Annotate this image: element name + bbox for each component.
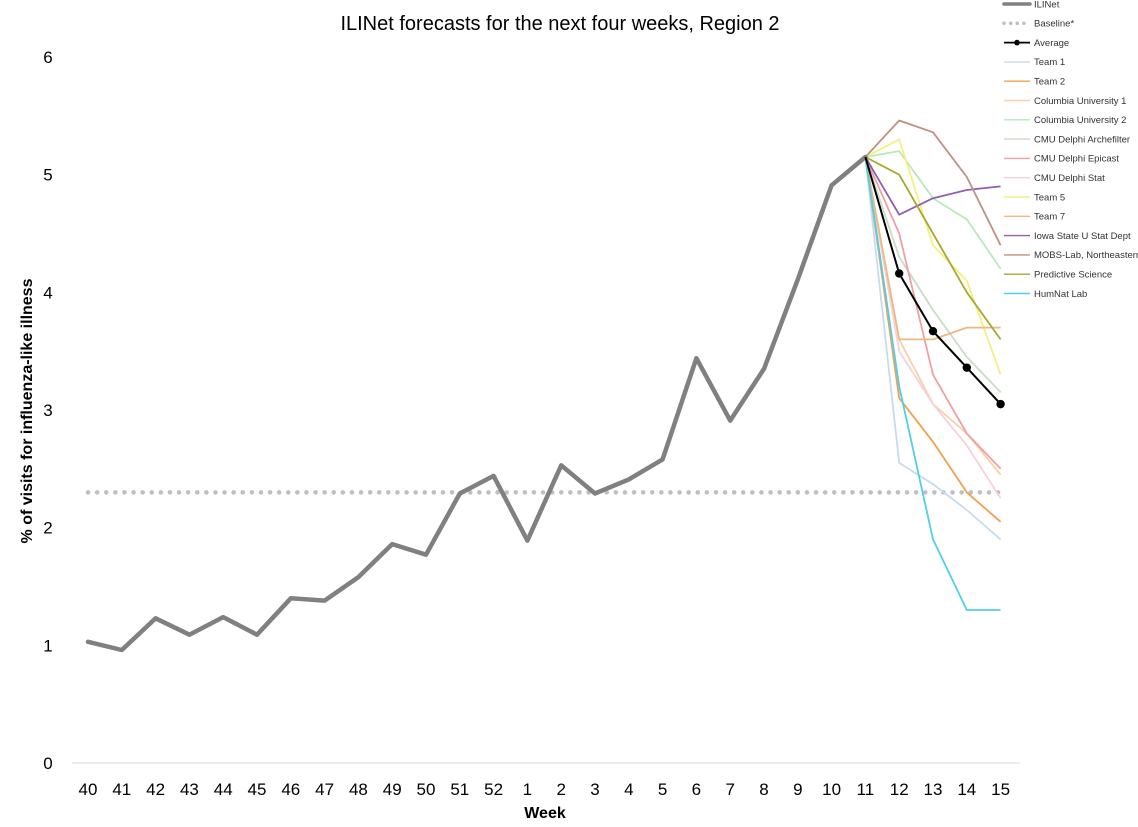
y-axis-label: % of visits for influenza-like illness xyxy=(19,278,36,543)
x-tick-label: 5 xyxy=(658,780,667,799)
legend-label-cmu-delphi-stat: CMU Delphi Stat xyxy=(1034,173,1105,184)
legend-marker-average xyxy=(1014,39,1020,46)
series-line-team-7 xyxy=(864,156,1001,341)
series-line-average xyxy=(864,156,1002,405)
legend-label-team-2: Team 2 xyxy=(1034,77,1065,88)
y-tick-label: 2 xyxy=(43,519,52,538)
x-tick-label: 49 xyxy=(383,780,402,799)
x-tick-label: 45 xyxy=(248,780,267,799)
data-point-average xyxy=(928,326,938,336)
x-tick-label: 43 xyxy=(180,780,199,799)
y-tick-label: 6 xyxy=(43,48,52,67)
series-line-predictive-science xyxy=(864,156,1002,340)
x-tick-label: 12 xyxy=(890,780,909,799)
x-tick-label: 13 xyxy=(924,780,943,799)
x-tick-label: 48 xyxy=(349,780,368,799)
y-tick-label: 5 xyxy=(43,166,52,185)
series-line-cmu-delphi-stat xyxy=(864,156,1002,499)
legend-label-mobs-lab-northeastern: MOBS-Lab, Northeastern xyxy=(1034,250,1138,261)
series-line-team-2 xyxy=(864,156,1002,523)
x-tick-label: 4 xyxy=(624,780,633,799)
series-line-team-1 xyxy=(864,156,1002,541)
x-tick-label: 42 xyxy=(146,780,165,799)
legend-label-average: Average xyxy=(1034,38,1069,49)
series-line-mobs-lab-northeastern xyxy=(864,119,1002,246)
legend-label-columbia-university-1: Columbia University 1 xyxy=(1034,96,1126,107)
legend: ILINet Baseline* Average Team 1 Team 2 Columb… xyxy=(1002,0,1138,300)
series-line-columbia-university-2 xyxy=(865,150,1002,270)
series-group xyxy=(85,119,1005,653)
legend-label-columbia-university-2: Columbia University 2 xyxy=(1034,115,1126,126)
x-tick-label: 51 xyxy=(450,780,469,799)
series-line-team-5 xyxy=(864,138,1002,376)
series-line-ilinet xyxy=(85,154,868,653)
x-tick-label: 46 xyxy=(281,780,300,799)
x-tick-label: 3 xyxy=(590,780,599,799)
legend-label-baseline: Baseline* xyxy=(1034,19,1074,30)
x-tick-label: 40 xyxy=(79,780,98,799)
x-tick-label: 9 xyxy=(793,780,802,799)
x-tick-label: 44 xyxy=(214,780,233,799)
legend-label-team-5: Team 5 xyxy=(1034,192,1065,203)
x-tick-label: 41 xyxy=(112,780,131,799)
legend-label-team-7: Team 7 xyxy=(1034,212,1065,223)
x-tick-label: 50 xyxy=(417,780,436,799)
x-tick-label: 52 xyxy=(484,780,503,799)
series-line-cmu-delphi-epicast xyxy=(864,156,1002,470)
legend-label-ilinet: ILINet xyxy=(1034,0,1060,10)
chart-title: ILINet forecasts for the next four weeks… xyxy=(340,13,779,35)
series-line-humnat-lab xyxy=(864,156,1001,611)
y-tick-label: 1 xyxy=(43,636,52,655)
x-axis-label: Week xyxy=(524,805,566,822)
legend-label-cmu-delphi-epicast: CMU Delphi Epicast xyxy=(1034,154,1119,165)
x-tick-label: 1 xyxy=(523,780,532,799)
x-tick-label: 47 xyxy=(315,780,334,799)
legend-label-team-1: Team 1 xyxy=(1034,57,1065,68)
y-tick-label: 4 xyxy=(43,283,52,302)
legend-label-predictive-science: Predictive Science xyxy=(1034,270,1112,281)
x-tick-label: 6 xyxy=(692,780,701,799)
x-tick-label: 11 xyxy=(857,780,875,799)
legend-label-iowa-state-u-stat-dept: Iowa State U Stat Dept xyxy=(1034,231,1131,242)
series-line-cmu-delphi-archefilter xyxy=(864,156,1002,393)
data-point-average xyxy=(996,399,1005,409)
x-tick-label: 8 xyxy=(759,780,768,799)
legend-label-cmu-delphi-archefilter: CMU Delphi Archefilter xyxy=(1034,134,1130,145)
x-tick-label: 10 xyxy=(822,780,841,799)
x-tick-label: 15 xyxy=(991,780,1010,799)
data-point-average xyxy=(895,269,904,278)
y-tick-label: 3 xyxy=(43,401,52,420)
series-line-iowa-state-u-stat-dept xyxy=(864,156,1001,216)
legend-label-humnat-lab: HumNat Lab xyxy=(1034,289,1087,300)
x-tick-label: 2 xyxy=(556,780,565,799)
x-tick-label: 14 xyxy=(957,780,976,799)
data-point-average xyxy=(962,363,971,372)
y-tick-label: 0 xyxy=(43,754,52,773)
x-tick-label: 7 xyxy=(725,780,734,799)
